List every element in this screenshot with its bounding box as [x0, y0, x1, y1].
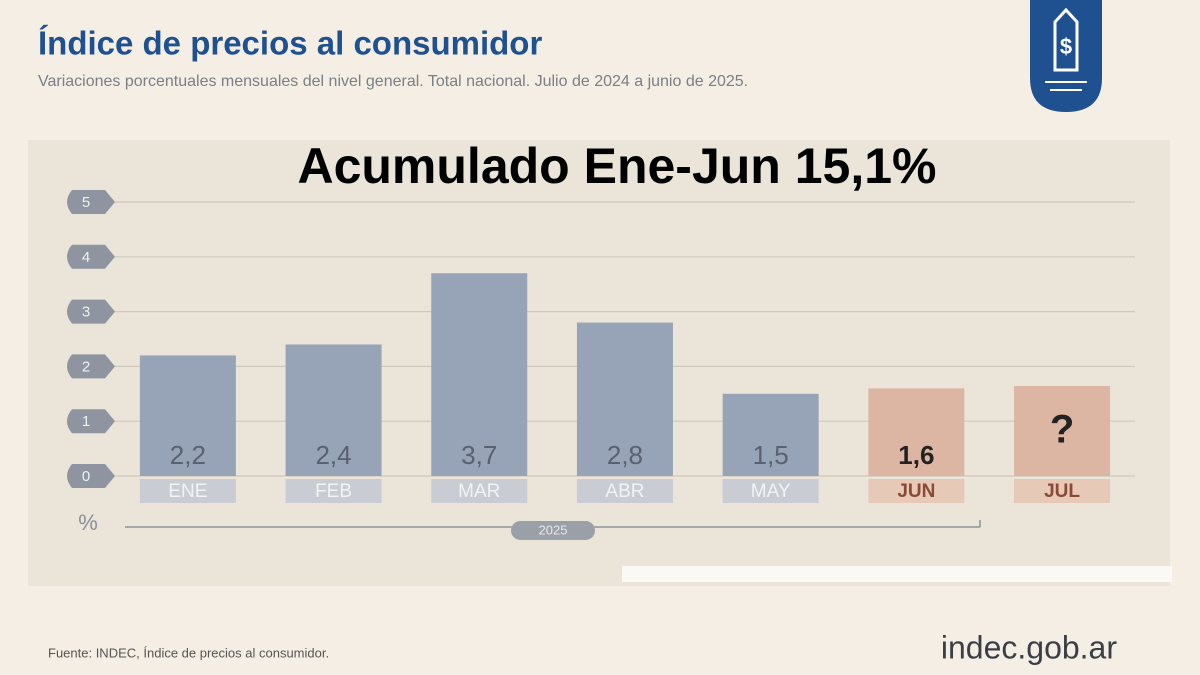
x-tick-pill: [1014, 479, 1111, 503]
y-tick-label: 0: [82, 468, 90, 485]
value-label: 2,8: [607, 440, 643, 470]
x-tick-label: MAY: [751, 481, 791, 502]
x-tick-pill: [868, 479, 965, 503]
bar: [431, 273, 528, 476]
year-pill: [511, 521, 595, 540]
x-tick-label: ENE: [168, 481, 207, 502]
y-tick-label: 4: [82, 249, 90, 266]
value-label: ?: [1050, 408, 1074, 452]
brand: indec.gob.ar: [941, 629, 1117, 665]
x-tick-pill: [139, 479, 236, 503]
x-tick-pill: [431, 479, 528, 503]
svg-text:$: $: [1060, 34, 1072, 59]
y-tick-label: 2: [82, 358, 90, 375]
annotation: Acumulado Ene-Jun 15,1%: [297, 138, 936, 194]
value-label: 2,2: [170, 440, 206, 470]
placeholder-bar: [1014, 386, 1111, 476]
y-tick-pill: [67, 190, 115, 214]
logo: $: [1030, 0, 1102, 112]
x-tick-pill: [576, 479, 673, 503]
bar: [722, 393, 819, 476]
value-label: 3,7: [461, 440, 497, 470]
source: Fuente: INDEC, Índice de precios al cons…: [48, 645, 329, 660]
x-tick-pill: [722, 479, 819, 503]
overlay-strip: [622, 566, 1172, 582]
y-unit: %: [78, 510, 98, 535]
y-tick-pill: [67, 244, 115, 269]
year-label: 2025: [539, 522, 568, 537]
x-tick-label: ABR: [605, 481, 644, 502]
y-tick-pill: [67, 299, 115, 324]
bar: [285, 344, 382, 476]
value-label: 1,5: [753, 440, 789, 470]
y-tick-pill: [67, 354, 115, 379]
y-tick-pill: [67, 409, 115, 434]
y-tick-pill: [67, 464, 115, 488]
x-tick-label: JUN: [897, 481, 935, 502]
x-tick-pill: [285, 479, 382, 503]
y-tick-label: 1: [82, 413, 90, 430]
bar: [868, 388, 965, 476]
chart-subtitle: Variaciones porcentuales mensuales del n…: [38, 73, 748, 90]
x-tick-label: FEB: [315, 481, 352, 502]
y-tick-label: 5: [82, 194, 90, 211]
x-tick-label: MAR: [458, 481, 500, 502]
chart-title: Índice de precios al consumidor: [38, 25, 542, 62]
bar: [576, 322, 673, 476]
value-label: 1,6: [898, 440, 934, 470]
bar: [139, 355, 236, 476]
value-label: 2,4: [315, 440, 351, 470]
y-tick-label: 3: [82, 304, 90, 321]
x-tick-label: JUL: [1044, 481, 1080, 502]
